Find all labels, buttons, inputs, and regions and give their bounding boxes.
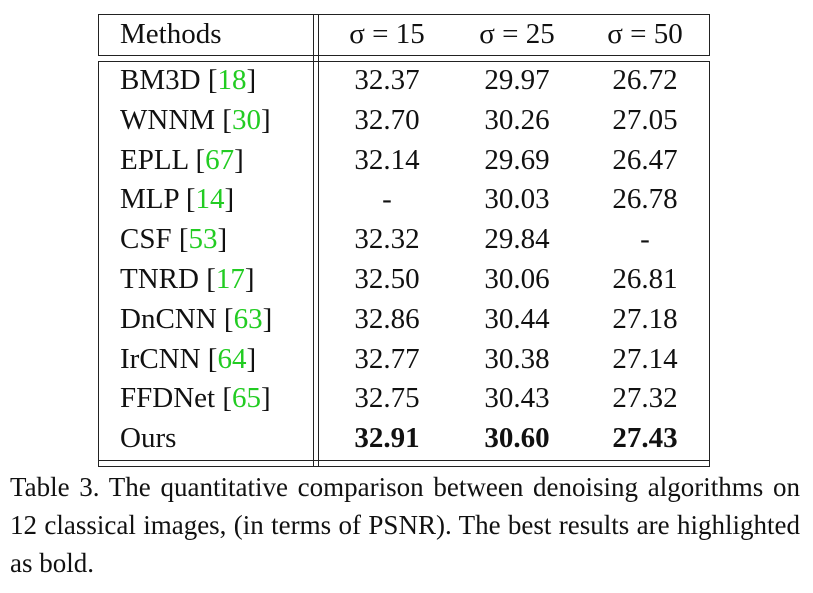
value-cell: 32.75: [354, 382, 420, 415]
value-cell: 29.84: [484, 223, 550, 256]
value-cell: 29.69: [484, 143, 550, 176]
rule: [98, 14, 710, 15]
method-name: FFDNet: [120, 382, 216, 415]
value-cell: 32.91: [354, 422, 420, 455]
value-cell: 30.38: [484, 342, 550, 375]
value-cell: 32.77: [354, 342, 420, 375]
rule: [709, 61, 710, 467]
rule: [98, 14, 99, 56]
rule: [98, 55, 710, 56]
value-cell: 30.43: [484, 382, 550, 415]
method-cell: DnCNN [63]: [120, 302, 273, 335]
caption: Table 3. The quantitative comparison bet…: [10, 472, 800, 578]
header-cell: Methods: [120, 18, 222, 50]
value-cell: 29.97: [484, 64, 550, 96]
citation: 67: [205, 143, 235, 176]
method-name: Ours: [120, 422, 177, 455]
method-name: BM3D: [120, 64, 201, 96]
method-cell: Ours: [120, 418, 176, 458]
value-cell: 26.47: [612, 143, 678, 176]
method-name: DnCNN: [120, 302, 217, 335]
header-cell: σ = 15: [349, 18, 425, 50]
value-cell: 26.72: [612, 64, 678, 96]
method-name: WNNM: [120, 103, 216, 136]
method-cell: WNNM [30]: [120, 103, 271, 136]
rule: [98, 460, 710, 461]
value-cell: 30.60: [484, 422, 550, 455]
method-name: TNRD: [120, 263, 199, 295]
citation: 53: [188, 223, 218, 256]
header-cell: σ = 50: [607, 18, 683, 50]
rule: [318, 14, 319, 467]
citation: 65: [232, 382, 261, 415]
value-cell: 27.43: [612, 422, 678, 455]
citation: 30: [231, 103, 261, 136]
method-name: MLP: [120, 183, 179, 216]
method-name: IrCNN: [120, 342, 201, 375]
value-cell: -: [640, 223, 650, 256]
method-cell: CSF [53]: [120, 223, 228, 256]
rule: [98, 61, 710, 62]
method-cell: MLP [14]: [120, 183, 235, 216]
value-cell: 30.44: [484, 302, 550, 335]
value-cell: 30.06: [484, 263, 550, 295]
value-cell: 26.78: [612, 183, 678, 216]
value-cell: 27.14: [612, 342, 678, 375]
value-cell: 32.70: [354, 103, 420, 136]
header-cell: σ = 25: [479, 18, 555, 50]
value-cell: 30.26: [484, 103, 550, 136]
value-cell: 27.18: [612, 302, 678, 335]
rule: [98, 61, 99, 467]
rule: [313, 14, 314, 467]
method-cell: FFDNet [65]: [120, 382, 271, 415]
citation: 63: [233, 302, 263, 335]
value-cell: 32.37: [354, 64, 420, 96]
citation: 17: [215, 263, 245, 295]
rule: [98, 466, 710, 467]
value-cell: 26.81: [612, 263, 678, 295]
citation: 14: [195, 183, 225, 216]
rule: [709, 14, 710, 56]
method-cell: TNRD [17]: [120, 263, 255, 295]
value-cell: 32.14: [354, 143, 420, 176]
citation: 18: [217, 64, 247, 96]
value-cell: 27.32: [612, 382, 678, 415]
value-cell: 30.03: [484, 183, 550, 216]
citation: 64: [217, 342, 247, 375]
method-name: EPLL: [120, 143, 189, 176]
method-name: CSF: [120, 223, 172, 256]
value-cell: 32.32: [354, 223, 420, 256]
method-cell: BM3D [18]: [120, 64, 257, 96]
value-cell: 27.05: [612, 103, 678, 136]
method-cell: EPLL [67]: [120, 143, 244, 176]
value-cell: -: [382, 183, 392, 216]
method-cell: IrCNN [64]: [120, 342, 257, 375]
value-cell: 32.86: [354, 302, 420, 335]
value-cell: 32.50: [354, 263, 420, 295]
